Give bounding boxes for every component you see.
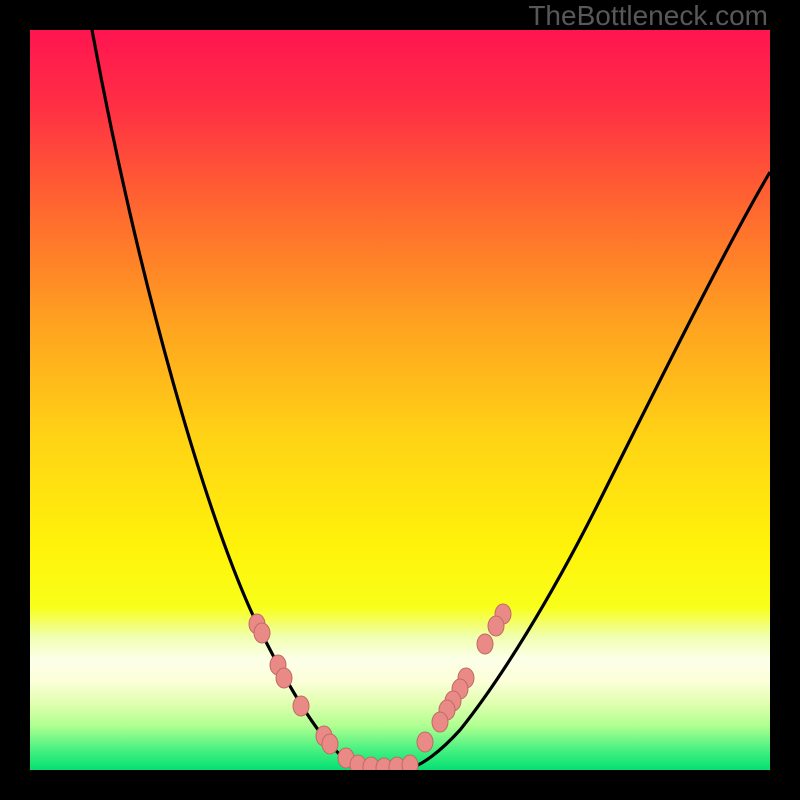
marker-right-2 bbox=[477, 634, 493, 654]
marker-right-8 bbox=[417, 732, 433, 752]
marker-right-7 bbox=[432, 712, 448, 732]
left-curve bbox=[92, 30, 366, 770]
marker-left-6 bbox=[322, 734, 338, 754]
marker-left-3 bbox=[276, 668, 292, 688]
marker-right-1 bbox=[488, 616, 504, 636]
marker-bottom-4 bbox=[402, 755, 418, 770]
plot-area bbox=[30, 30, 770, 770]
watermark-text: TheBottleneck.com bbox=[528, 0, 768, 32]
markers-group bbox=[249, 604, 511, 770]
chart-container: TheBottleneck.com bbox=[0, 0, 800, 800]
marker-left-4 bbox=[293, 696, 309, 716]
marker-left-1 bbox=[254, 623, 270, 643]
curves-layer bbox=[30, 30, 770, 770]
